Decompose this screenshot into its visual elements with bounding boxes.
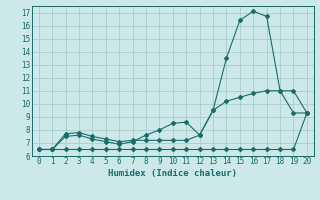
X-axis label: Humidex (Indice chaleur): Humidex (Indice chaleur) <box>108 169 237 178</box>
